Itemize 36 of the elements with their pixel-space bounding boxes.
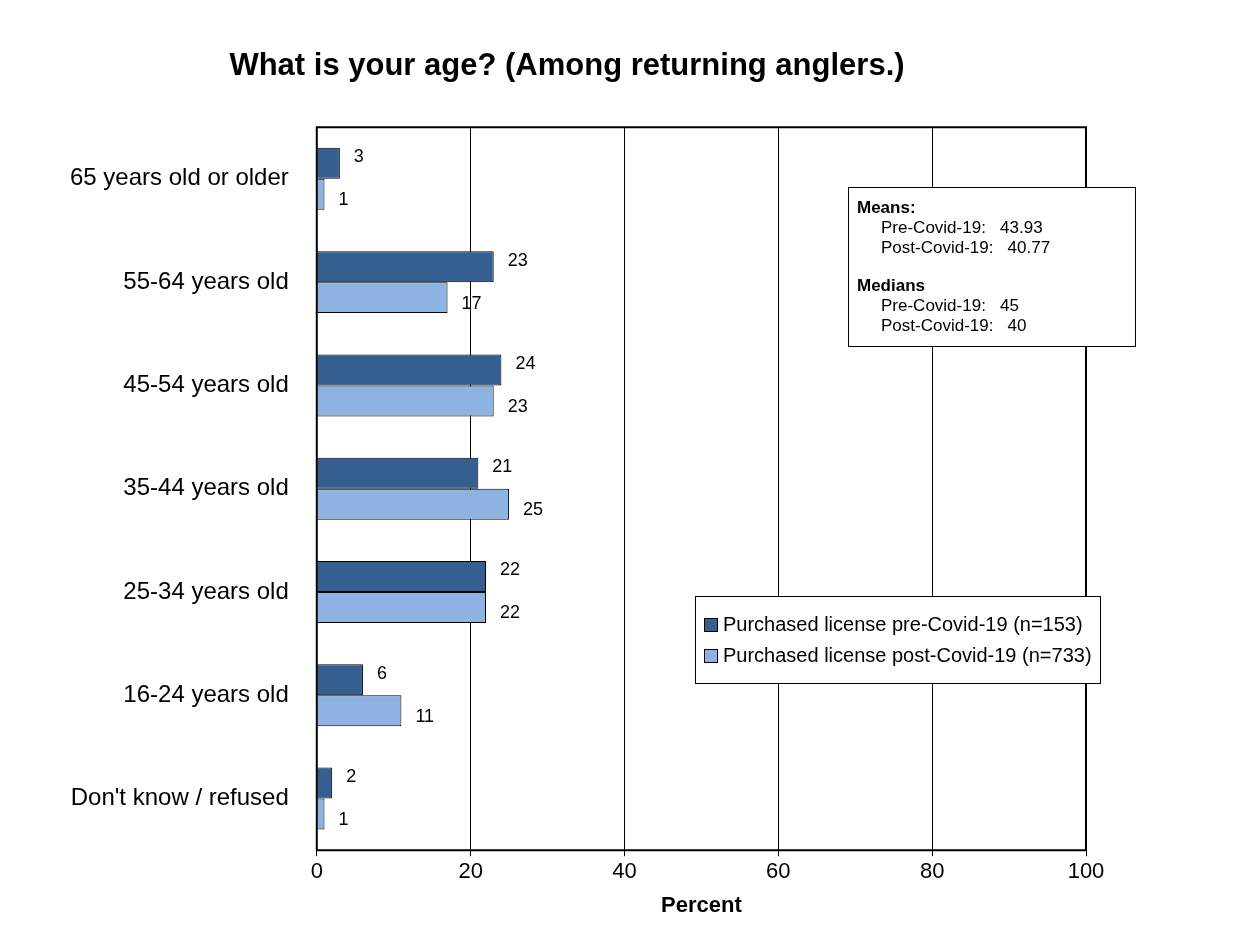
x-tick-label: 20 [458, 858, 483, 884]
y-tick-label: 16-24 years old [123, 679, 289, 707]
y-tick-label: 35-44 years old [123, 473, 289, 501]
data-label: 25 [523, 499, 544, 520]
data-label: 22 [500, 559, 521, 580]
data-label: 11 [415, 705, 435, 726]
x-tick-label: 40 [612, 858, 637, 884]
annotation: Post-Covid-19: 40 [880, 316, 1028, 336]
x-tick-label: 60 [766, 858, 791, 884]
legend-label: Purchased license post-Covid-19 (n=733) [723, 644, 1092, 667]
data-label: 24 [515, 352, 536, 373]
y-tick-label: 65 years old or older [69, 163, 289, 191]
data-label: 3 [353, 146, 364, 167]
data-label: 1 [338, 189, 349, 210]
x-tick-label: 100 [1067, 858, 1105, 884]
annotation: Post-Covid-19: 40.77 [880, 238, 1052, 258]
y-tick-label: Don't know / refused [70, 783, 289, 811]
annotation: Pre-Covid-19: 43.93 [880, 218, 1044, 238]
data-label: 6 [376, 662, 387, 683]
data-label: 1 [338, 809, 349, 830]
x-axis-title: Percent [661, 891, 743, 917]
data-label: 2 [346, 766, 357, 787]
y-tick-label: 45-54 years old [123, 370, 289, 398]
data-label: 23 [507, 249, 528, 270]
data-label: 21 [492, 456, 513, 477]
data-label: 22 [500, 602, 521, 623]
legend-label: Purchased license pre-Covid-19 (n=153) [723, 613, 1083, 636]
chart-title: What is your age? (Among returning anglers.) [229, 47, 905, 83]
annotation: Medians [857, 276, 927, 296]
y-tick-label: 55-64 years old [123, 266, 289, 294]
x-tick-label: 80 [919, 858, 945, 884]
annotation: Means: [857, 198, 917, 218]
data-label: 23 [507, 395, 528, 416]
annotation: Pre-Covid-19: 45 [880, 296, 1020, 316]
y-tick-label: 25-34 years old [123, 576, 289, 604]
x-tick-label: 0 [310, 858, 323, 884]
